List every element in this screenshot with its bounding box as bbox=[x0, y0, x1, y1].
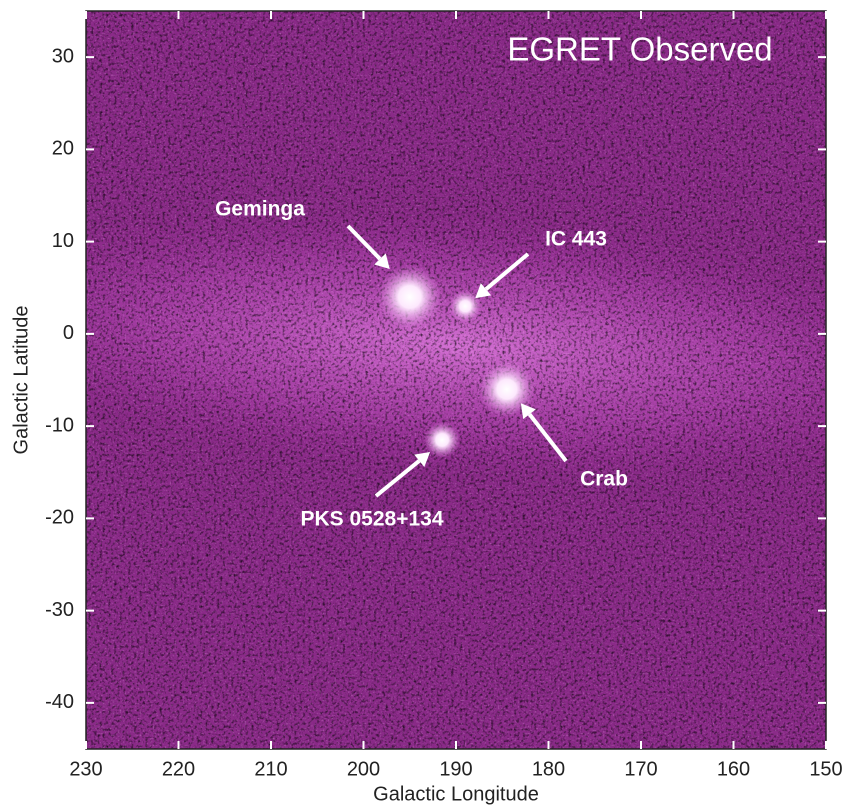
source-label: PKS 0528+134 bbox=[300, 508, 443, 531]
source-label: IC 443 bbox=[545, 228, 607, 251]
source bbox=[449, 290, 482, 323]
x-axis-label: Galactic Longitude bbox=[373, 783, 539, 805]
x-tick-label: 220 bbox=[162, 758, 195, 780]
y-tick-label: -30 bbox=[45, 599, 74, 621]
x-tick-label: 170 bbox=[624, 758, 657, 780]
x-tick-label: 190 bbox=[439, 758, 472, 780]
x-tick-label: 200 bbox=[347, 758, 380, 780]
source bbox=[424, 421, 461, 458]
sky-image bbox=[86, 11, 826, 749]
y-tick-label: 10 bbox=[52, 230, 74, 252]
arrow-head bbox=[520, 403, 536, 420]
arrow-head bbox=[414, 451, 431, 468]
arrow-shaft bbox=[374, 459, 421, 498]
x-tick-label: 230 bbox=[69, 758, 102, 780]
y-axis-label: Galactic Latitude bbox=[10, 306, 32, 455]
y-tick-label: 30 bbox=[52, 45, 74, 67]
x-tick-label: 160 bbox=[717, 758, 750, 780]
x-tick-label: 150 bbox=[809, 758, 842, 780]
arrow-shaft bbox=[527, 413, 568, 463]
x-tick-label: 210 bbox=[254, 758, 287, 780]
arrow-head bbox=[374, 253, 390, 269]
x-tick-label: 180 bbox=[532, 758, 565, 780]
source-label: Crab bbox=[580, 468, 628, 491]
chart-title: EGRET Observed bbox=[507, 31, 772, 68]
arrow-shaft bbox=[484, 252, 530, 291]
y-tick-label: -20 bbox=[45, 507, 74, 529]
y-tick-label: 20 bbox=[52, 138, 74, 160]
y-tick-label: -10 bbox=[45, 414, 74, 436]
source-label: Geminga bbox=[215, 198, 305, 221]
arrow-head bbox=[475, 283, 492, 299]
y-tick-label: -40 bbox=[45, 691, 74, 713]
arrow-shaft bbox=[346, 224, 382, 261]
y-tick-label: 0 bbox=[63, 322, 74, 344]
source bbox=[377, 264, 442, 329]
